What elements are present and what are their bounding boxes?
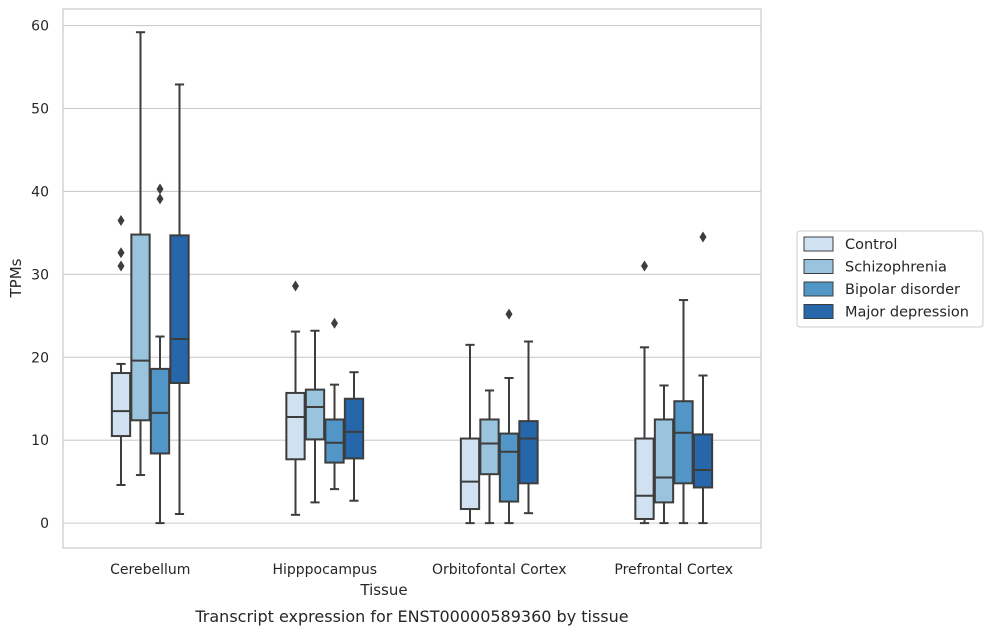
x-tick-label: Orbitofontal Cortex bbox=[432, 562, 567, 578]
legend-label: Bipolar disorder bbox=[845, 282, 960, 298]
legend-swatch bbox=[803, 236, 834, 252]
box-orbitofontal-cortex-schizophrenia bbox=[479, 389, 500, 525]
outlier-point bbox=[699, 231, 707, 243]
y-tick-label: 30 bbox=[31, 267, 49, 283]
plot-frame bbox=[62, 8, 762, 549]
legend-label: Schizophrenia bbox=[845, 260, 947, 276]
y-tick-labels: 0 10 20 30 40 50 60 bbox=[31, 19, 49, 533]
iqr-box bbox=[149, 367, 171, 455]
x-tick-label: Cerebellum bbox=[110, 562, 190, 578]
iqr-box bbox=[285, 391, 306, 461]
outlier-point bbox=[156, 193, 164, 205]
x-tick-label: Hipppocampus bbox=[272, 562, 377, 578]
y-tick-label: 50 bbox=[31, 102, 49, 118]
iqr-box bbox=[634, 437, 655, 520]
iqr-box bbox=[343, 397, 365, 460]
outlier-point bbox=[331, 317, 338, 329]
iqr-box bbox=[653, 418, 675, 504]
iqr-box bbox=[110, 372, 132, 438]
y-tick-label: 40 bbox=[31, 184, 49, 200]
iqr-box bbox=[304, 388, 326, 441]
x-tick-labels: Cerebellum Hipppocampus Orbitofontal Corte… bbox=[110, 562, 733, 578]
box-prefrontal-cortex-schizophrenia bbox=[653, 384, 675, 525]
legend-frame bbox=[796, 230, 984, 328]
outlier-point bbox=[117, 247, 125, 259]
box-cerebellum-bipolar-disorder bbox=[149, 183, 171, 525]
legend-label: Control bbox=[845, 237, 897, 253]
box-prefrontal-cortex-control bbox=[634, 260, 655, 525]
x-tick-label: Prefrontal Cortex bbox=[614, 562, 733, 578]
outlier-point bbox=[117, 260, 125, 272]
y-tick-label: 20 bbox=[31, 350, 49, 366]
box-prefrontal-cortex-bipolar-disorder bbox=[673, 299, 694, 525]
iqr-box bbox=[498, 432, 520, 503]
box-orbitofontal-cortex-major-depression bbox=[518, 340, 539, 515]
box-cerebellum-control bbox=[110, 214, 132, 486]
box-cerebellum-schizophrenia bbox=[130, 31, 151, 477]
outlier-point bbox=[292, 280, 299, 292]
box-cerebellum-major-depression bbox=[169, 83, 190, 516]
legend-swatch bbox=[803, 281, 834, 297]
box-orbitofontal-cortex-control bbox=[459, 343, 481, 525]
box-hipppocampus-major-depression bbox=[343, 371, 365, 502]
iqr-box bbox=[324, 418, 345, 464]
outlier-point bbox=[505, 308, 513, 320]
box-hipppocampus-schizophrenia bbox=[304, 329, 326, 504]
iqr-box bbox=[130, 233, 151, 422]
outlier-point bbox=[156, 183, 164, 195]
y-tick-label: 0 bbox=[40, 516, 49, 532]
box-prefrontal-cortex-major-depression bbox=[692, 231, 714, 525]
iqr-box bbox=[459, 437, 481, 511]
iqr-box bbox=[169, 234, 190, 384]
legend-label: Major depression bbox=[845, 305, 969, 321]
iqr-box bbox=[692, 433, 714, 489]
outlier-point bbox=[641, 260, 648, 272]
iqr-box bbox=[518, 420, 539, 485]
box-hipppocampus-control bbox=[285, 280, 306, 516]
legend-swatch bbox=[803, 304, 834, 319]
y-tick-label: 60 bbox=[31, 19, 49, 35]
chart-caption: Transcript expression for ENST0000058936… bbox=[194, 607, 628, 626]
box-orbitofontal-cortex-bipolar-disorder bbox=[498, 308, 520, 525]
outlier-point bbox=[117, 214, 125, 226]
legend: Control Schizophrenia Bipolar disorder Majo… bbox=[796, 230, 984, 328]
x-axis-label: Tissue bbox=[359, 581, 407, 599]
box-hipppocampus-bipolar-disorder bbox=[324, 317, 345, 491]
y-axis-label: TPMs bbox=[7, 258, 25, 298]
legend-swatch bbox=[803, 259, 834, 274]
y-tick-label: 10 bbox=[31, 433, 49, 449]
iqr-box bbox=[479, 418, 500, 476]
iqr-box bbox=[673, 400, 694, 485]
box-groups bbox=[110, 31, 714, 525]
